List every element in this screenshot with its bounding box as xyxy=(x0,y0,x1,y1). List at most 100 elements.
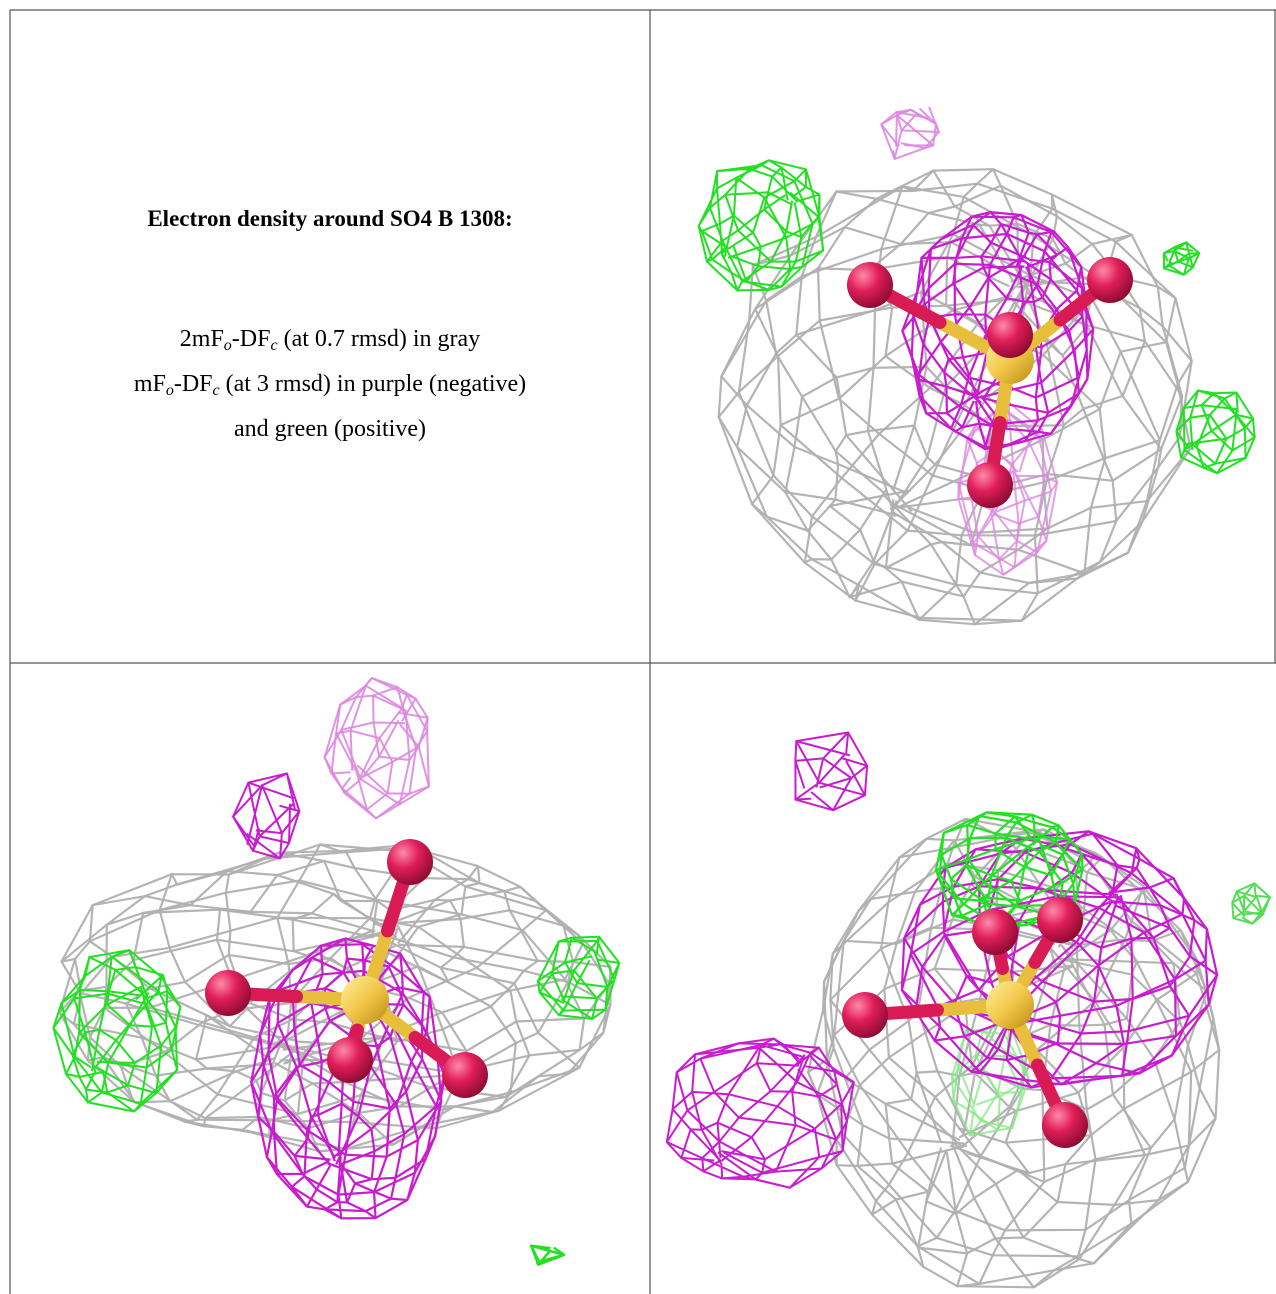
mesh-line xyxy=(957,1029,1008,1105)
mesh-line xyxy=(866,169,1035,518)
mesh-line xyxy=(985,824,1060,897)
mesh-line xyxy=(912,255,1025,404)
mesh-line xyxy=(665,1062,799,1162)
mesh-line xyxy=(870,954,1071,1216)
caption-text: (at 3 rmsd) in purple (negative) xyxy=(219,371,527,397)
caption-text: 2mF xyxy=(179,326,224,352)
mesh-line xyxy=(895,108,926,147)
mesh-line xyxy=(705,194,786,263)
subscript: c xyxy=(270,337,278,354)
mesh-line xyxy=(691,1037,800,1166)
mesh-line xyxy=(975,258,1095,400)
mesh-line xyxy=(979,268,1081,435)
mesh-line xyxy=(331,986,431,1159)
mesh-line xyxy=(158,869,398,1042)
mesh-line xyxy=(535,1249,552,1266)
mesh-line xyxy=(719,200,794,292)
mesh-line xyxy=(279,933,612,1075)
mesh-line xyxy=(1163,253,1189,270)
oxygen-atom xyxy=(327,1037,373,1083)
mesh-line xyxy=(720,256,1010,495)
oxygen-atom xyxy=(442,1052,488,1098)
mesh-line xyxy=(993,475,1048,554)
sulfur-atom xyxy=(341,976,389,1024)
mesh-line xyxy=(927,223,1030,393)
mesh-line xyxy=(810,760,866,812)
mesh-line xyxy=(277,945,518,1114)
mesh-line xyxy=(1242,882,1257,918)
caption-text: -DF xyxy=(231,326,271,352)
mesh-line xyxy=(1175,413,1228,469)
mesh-line xyxy=(904,107,937,147)
mesh-line xyxy=(232,781,295,846)
mesh-line xyxy=(310,937,368,1162)
mesh-line xyxy=(908,300,1192,535)
mesh-line xyxy=(982,835,1084,902)
mesh-line xyxy=(893,193,1059,508)
mesh-line xyxy=(1004,904,1219,1046)
mesh-line xyxy=(557,959,591,1017)
mesh-line xyxy=(356,723,430,795)
oxygen-atom xyxy=(987,312,1033,358)
mesh-line xyxy=(349,677,409,771)
caption-lines: 2mFo-DFc (at 0.7 rmsd) in gray mFo-DFc (a… xyxy=(10,320,650,448)
mesh-line xyxy=(1194,409,1238,475)
mesh-line xyxy=(276,843,379,1051)
mesh-line xyxy=(880,111,929,148)
mesh-line xyxy=(338,1003,391,1220)
mesh-line xyxy=(1192,409,1256,465)
mesh-line xyxy=(795,731,869,797)
mesh-line xyxy=(822,918,1075,1142)
oxygen-atom xyxy=(205,970,251,1016)
mesh-line xyxy=(106,966,169,1028)
mesh-line xyxy=(1167,250,1194,276)
caption-line: mFo-DFc (at 3 rmsd) in purple (negative) xyxy=(10,365,650,410)
mesh-line xyxy=(1010,830,1119,1021)
mesh-line xyxy=(966,957,1217,1175)
mesh-line xyxy=(94,994,179,1094)
mesh-line xyxy=(819,757,869,789)
mesh-line xyxy=(716,1043,801,1159)
caption-text: and green (positive) xyxy=(234,416,426,442)
mesh-line xyxy=(1175,404,1238,449)
mesh-line xyxy=(251,802,295,852)
subscript: c xyxy=(212,382,220,399)
oxygen-atom xyxy=(847,262,893,308)
density-view-1 xyxy=(697,106,1256,626)
mesh-line xyxy=(1188,413,1254,445)
mesh-line xyxy=(903,878,1118,1026)
mesh-line xyxy=(729,191,825,271)
mesh-line xyxy=(119,930,391,1104)
mesh-line xyxy=(940,823,1038,903)
mesh-line xyxy=(1200,391,1256,452)
mesh-line xyxy=(900,106,940,149)
mesh-line xyxy=(1004,877,1186,1025)
mesh-line xyxy=(1241,895,1264,925)
mesh-line xyxy=(794,753,846,801)
mesh-line xyxy=(720,1046,820,1162)
mesh-line xyxy=(949,265,1024,433)
mesh-line xyxy=(60,955,179,1105)
mesh-line xyxy=(750,294,1013,532)
mesh-line xyxy=(715,167,799,257)
mesh-line xyxy=(917,254,1027,415)
mesh-line xyxy=(60,908,374,1051)
oxygen-atom xyxy=(972,909,1018,955)
mesh-line xyxy=(362,711,429,778)
mesh-line xyxy=(1182,389,1247,475)
mesh-line xyxy=(721,168,807,254)
mesh-line xyxy=(950,835,1043,917)
mesh-line xyxy=(999,847,1141,1018)
mesh-line xyxy=(94,974,164,1069)
mesh-line xyxy=(995,474,1059,513)
mesh-line xyxy=(987,813,1036,897)
mesh-line xyxy=(71,1028,136,1094)
mesh-line xyxy=(949,944,1190,1207)
mesh-line xyxy=(341,719,400,795)
subscript: o xyxy=(223,337,232,354)
mesh-line xyxy=(883,296,1065,626)
mesh-line xyxy=(1180,413,1238,459)
mesh-line xyxy=(890,291,1163,575)
mesh-line xyxy=(1195,391,1239,448)
mesh-line xyxy=(259,987,371,1166)
